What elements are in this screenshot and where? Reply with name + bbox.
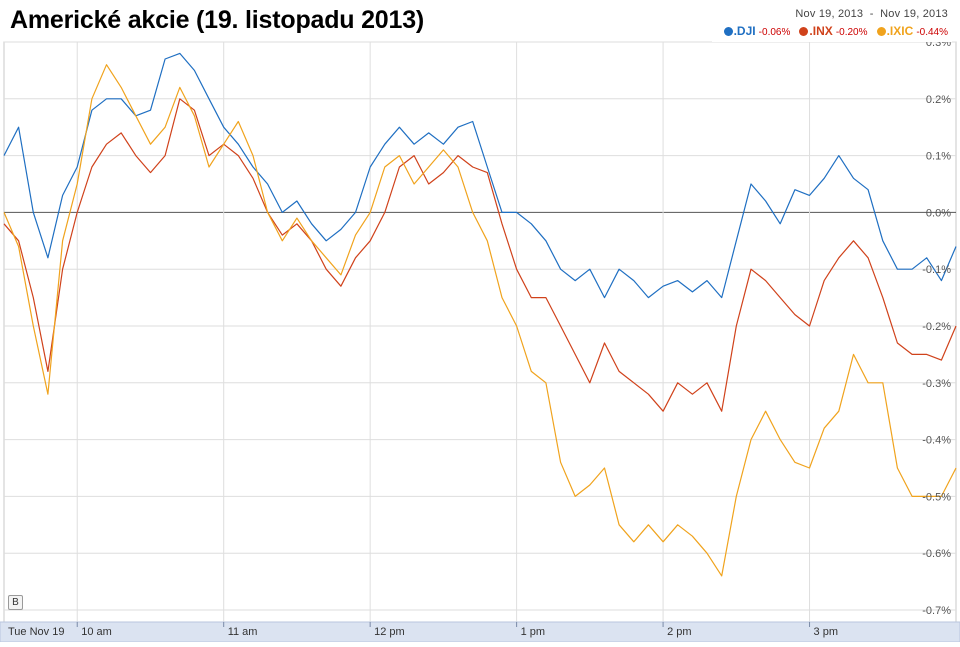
x-tick-label: 1 pm [521,626,545,638]
series-line-inx [3,98,957,412]
series-line-ixic [3,64,957,577]
legend-name-ixic: .IXIC [886,24,914,38]
x-tick-label: 12 pm [374,626,405,638]
x-tick-label: 10 am [81,626,112,638]
y-tick-label: 0.1% [926,151,951,163]
x-tick-label: Tue Nov 19 [8,626,64,638]
date-from: Nov 19, 2013 [795,8,864,20]
date-separator: - [869,8,874,20]
y-tick-label: -0.1% [922,264,951,276]
y-tick-label: -0.2% [922,321,951,333]
y-tick-label: 0.2% [926,94,951,106]
plot-frame [3,41,957,623]
x-tick-label: 11 am [228,626,258,638]
legend-name-inx: .INX [809,24,833,38]
y-tick-label: 0.0% [926,207,951,219]
y-tick-label: -0.7% [922,605,951,617]
chart-title: Americké akcie (19. listopadu 2013) [4,4,431,37]
x-tick-label: 2 pm [667,626,691,638]
x-tick-label: 3 pm [814,626,838,638]
legend-name-dji: .DJI [733,24,756,38]
y-tick-label: -0.5% [922,491,951,503]
legend-dot-dji [723,27,733,36]
b-button[interactable]: B [8,595,23,610]
legend-change-dji: -0.06% [758,27,791,38]
legend: Nov 19, 2013 - Nov 19, 2013 .DJI -0.06% … [711,6,952,42]
legend-item-ixic[interactable]: .IXIC -0.44% [876,24,948,38]
y-tick-label: -0.6% [922,548,951,560]
y-tick-label: -0.3% [922,378,951,390]
series-line-dji [3,52,957,299]
legend-item-inx[interactable]: .INX -0.20% [799,24,868,38]
date-to: Nov 19, 2013 [880,8,948,20]
legend-dot-inx [799,27,809,36]
legend-item-dji[interactable]: .DJI -0.06% [723,24,791,38]
legend-dot-ixic [876,27,886,36]
legend-date-range: Nov 19, 2013 - Nov 19, 2013 [718,8,948,20]
legend-change-inx: -0.20% [835,27,868,38]
legend-change-ixic: -0.44% [916,27,948,38]
y-tick-label: -0.4% [922,435,951,447]
legend-items: .DJI -0.06% .INX -0.20% .IXIC -0.44% [718,24,948,38]
